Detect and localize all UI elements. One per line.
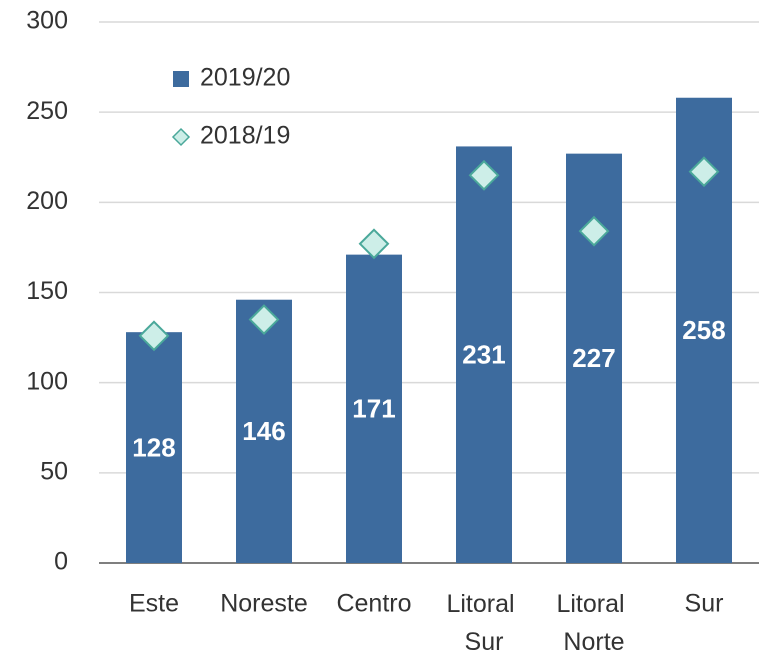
y-tick-label: 100 (26, 367, 68, 395)
y-tick-label: 50 (40, 457, 68, 485)
marker (358, 228, 390, 260)
bar (456, 146, 512, 563)
legend-swatch (173, 71, 189, 87)
x-tick-label: Este (129, 590, 179, 618)
bar (346, 254, 402, 563)
value-label: 128 (132, 432, 175, 462)
bar (236, 299, 292, 563)
marker (248, 304, 280, 335)
legend-label: 2018/19 (200, 122, 290, 150)
marker (468, 159, 500, 191)
y-tick-label: 150 (26, 277, 68, 305)
legend-swatch (171, 127, 191, 147)
legend-label: 2019/20 (200, 64, 290, 92)
value-label: 231 (462, 340, 505, 370)
marker (138, 320, 170, 352)
marker (578, 215, 610, 247)
y-tick-label: 200 (26, 187, 68, 215)
y-tick-label: 300 (26, 7, 68, 35)
bar (126, 332, 182, 563)
value-label: 227 (572, 343, 615, 373)
x-tick-label: Litoral Norte (556, 590, 631, 656)
y-tick-label: 0 (54, 548, 68, 576)
x-tick-label: Noreste (220, 590, 308, 618)
x-tick-label: Sur (685, 590, 724, 618)
x-tick-label: Centro (336, 590, 411, 618)
value-label: 146 (242, 416, 285, 446)
value-label: 258 (682, 315, 725, 345)
marker (688, 156, 720, 188)
x-tick-label: Litoral Sur (446, 590, 521, 656)
value-label: 171 (352, 394, 395, 424)
y-tick-label: 250 (26, 97, 68, 125)
